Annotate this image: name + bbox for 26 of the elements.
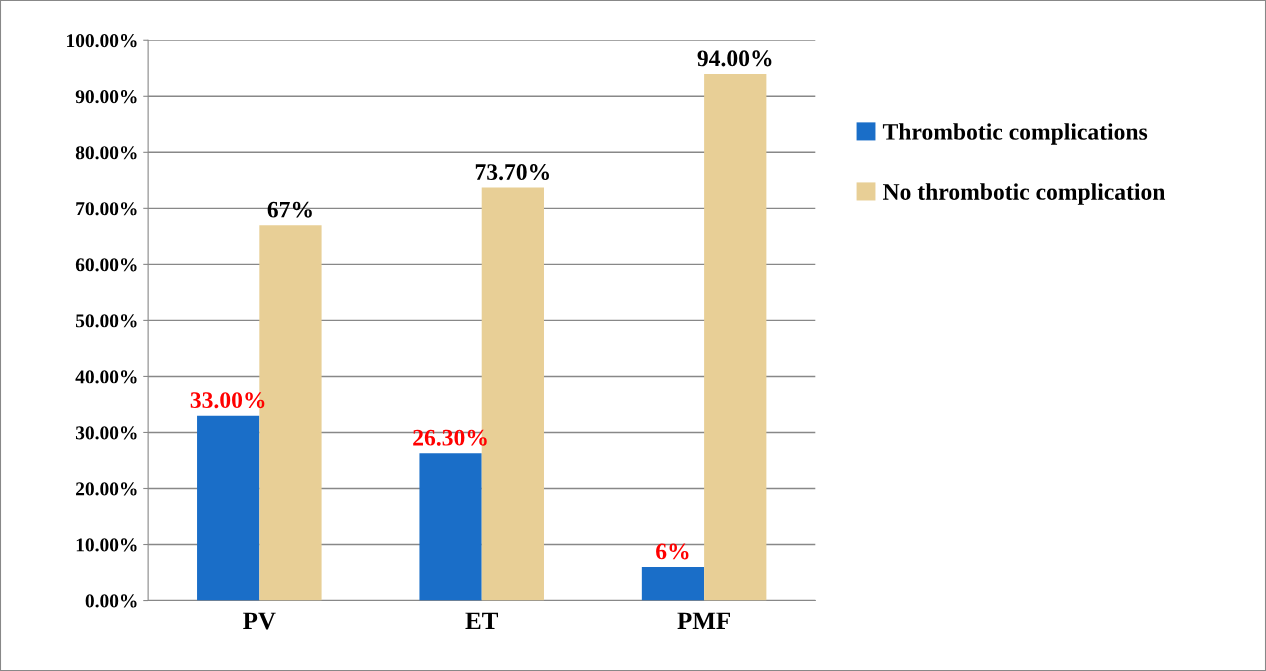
- x-tick-label: PV: [243, 612, 276, 630]
- bar: [419, 453, 482, 601]
- y-tick-label: 70.00%: [76, 202, 137, 216]
- data-label: 26.30%: [413, 429, 487, 446]
- bar: [641, 566, 705, 601]
- bar: [704, 73, 767, 601]
- y-tick-label: 0.00%: [85, 594, 137, 608]
- data-label: 67%: [267, 201, 312, 218]
- y-tick-label: 20.00%: [76, 482, 137, 496]
- y-tick-label: 90.00%: [75, 90, 137, 104]
- y-tick-label: 100.00%: [67, 34, 137, 48]
- y-tick-label: 30.00%: [75, 426, 137, 440]
- data-label: 6%: [656, 543, 689, 560]
- y-tick-label: 10.00%: [76, 538, 137, 552]
- bar: [197, 415, 260, 601]
- x-tick-label: ET: [465, 612, 499, 629]
- y-tick-label: 50.00%: [75, 314, 137, 328]
- legend-label: No thrombotic complication: [882, 183, 1166, 205]
- data-label: 94.00%: [697, 50, 772, 67]
- legend-label: Thrombotic complications: [882, 123, 1148, 145]
- y-tick-label: 40.00%: [75, 370, 137, 384]
- data-label: 73.70%: [475, 164, 549, 181]
- data-label: 33.00%: [190, 392, 265, 409]
- x-tick-label: PMF: [677, 612, 730, 629]
- y-tick-label: 80.00%: [75, 146, 137, 160]
- y-tick-label: 60.00%: [75, 258, 137, 272]
